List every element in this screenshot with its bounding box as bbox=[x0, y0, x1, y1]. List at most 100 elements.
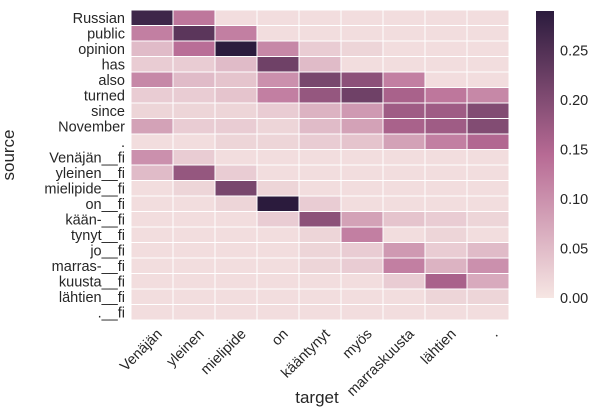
colorbar-tick-label: 0.25 bbox=[560, 44, 588, 60]
x-tick-label: Venäjän bbox=[117, 326, 165, 374]
heatmap-cell bbox=[466, 164, 510, 181]
y-tick-label: public bbox=[87, 26, 125, 42]
heatmap-cell bbox=[340, 304, 384, 321]
heatmap-cell bbox=[466, 242, 510, 259]
heatmap-cell bbox=[340, 288, 384, 305]
x-tick-label: mielipide bbox=[198, 326, 250, 378]
heatmap-cell bbox=[172, 273, 216, 290]
colorbar bbox=[536, 11, 554, 298]
heatmap-cell bbox=[466, 25, 510, 42]
heatmap-cell bbox=[466, 118, 510, 135]
heatmap-cell bbox=[424, 211, 468, 228]
heatmap-cell bbox=[382, 226, 426, 243]
heatmap-cell bbox=[130, 118, 174, 135]
y-tick-label: mielipide__fi bbox=[44, 181, 125, 197]
y-tick-label: lähtien__fi bbox=[59, 290, 125, 306]
y-tick-label: also bbox=[98, 73, 125, 89]
heatmap-cell bbox=[130, 71, 174, 88]
heatmap-cell bbox=[256, 211, 300, 228]
colorbar-tick-labels: 0.00 0.05 0.10 0.15 0.20 0.25 bbox=[560, 44, 588, 307]
heatmap-cell bbox=[172, 211, 216, 228]
heatmap-cell bbox=[424, 226, 468, 243]
colorbar-tick-label: 0.00 bbox=[560, 291, 588, 307]
heatmap-cell bbox=[130, 133, 174, 150]
heatmap-cell bbox=[298, 149, 342, 166]
heatmap-cell bbox=[298, 273, 342, 290]
heatmap-cell bbox=[382, 71, 426, 88]
heatmap-cell bbox=[298, 304, 342, 321]
heatmap-cell bbox=[298, 288, 342, 305]
heatmap-cell bbox=[130, 242, 174, 259]
heatmap-cell bbox=[424, 71, 468, 88]
heatmap-cell bbox=[214, 149, 258, 166]
heatmap-cell bbox=[466, 56, 510, 73]
heatmap-cell bbox=[298, 87, 342, 104]
heatmap-cell bbox=[424, 257, 468, 274]
heatmap-cell bbox=[466, 211, 510, 228]
heatmap-cell bbox=[382, 102, 426, 119]
heatmap-cell bbox=[256, 56, 300, 73]
heatmap-cell bbox=[382, 56, 426, 73]
heatmap-cell bbox=[130, 257, 174, 274]
heatmap-cell bbox=[340, 257, 384, 274]
heatmap-cell bbox=[340, 195, 384, 212]
heatmap-cell bbox=[382, 211, 426, 228]
heatmap-cell bbox=[172, 304, 216, 321]
heatmap-cell bbox=[424, 56, 468, 73]
heatmap-cell bbox=[214, 211, 258, 228]
heatmap-cell bbox=[172, 40, 216, 57]
heatmap-cell bbox=[256, 273, 300, 290]
heatmap-cell bbox=[214, 133, 258, 150]
colorbar-tick-label: 0.20 bbox=[560, 93, 588, 109]
heatmap-cell bbox=[298, 226, 342, 243]
heatmap-cell bbox=[466, 180, 510, 197]
y-tick-label: . bbox=[121, 135, 125, 151]
heatmap-cell bbox=[214, 226, 258, 243]
heatmap-cell bbox=[256, 102, 300, 119]
heatmap-cell bbox=[466, 273, 510, 290]
heatmap-cell bbox=[256, 164, 300, 181]
heatmap-cell bbox=[340, 118, 384, 135]
heatmap-cell bbox=[340, 180, 384, 197]
heatmap-cell bbox=[466, 87, 510, 104]
heatmap-cell bbox=[130, 25, 174, 42]
heatmap-cell bbox=[466, 226, 510, 243]
heatmap-cell bbox=[214, 87, 258, 104]
heatmap-cell bbox=[466, 71, 510, 88]
heatmap-cell bbox=[214, 242, 258, 259]
heatmap-cell bbox=[466, 195, 510, 212]
heatmap-cell bbox=[256, 25, 300, 42]
y-tick-label: Venäjän__fi bbox=[49, 150, 125, 166]
heatmap-cell bbox=[130, 149, 174, 166]
heatmap-cell bbox=[130, 226, 174, 243]
y-tick-label: opinion bbox=[78, 42, 125, 58]
colorbar-tick-label: 0.10 bbox=[560, 192, 588, 208]
heatmap-cell bbox=[130, 211, 174, 228]
heatmap-cell bbox=[256, 226, 300, 243]
heatmap-cell bbox=[298, 56, 342, 73]
heatmap-cell bbox=[298, 102, 342, 119]
heatmap-cell bbox=[256, 71, 300, 88]
heatmap-cell bbox=[130, 102, 174, 119]
heatmap-cell bbox=[214, 304, 258, 321]
heatmap-cell bbox=[382, 288, 426, 305]
heatmap-cell bbox=[382, 257, 426, 274]
heatmap-cell bbox=[382, 25, 426, 42]
heatmap-cell bbox=[214, 164, 258, 181]
heatmap-cell bbox=[256, 118, 300, 135]
heatmap-cell bbox=[214, 180, 258, 197]
heatmap-cell bbox=[172, 118, 216, 135]
heatmap-cell bbox=[256, 257, 300, 274]
heatmap-cell bbox=[298, 242, 342, 259]
heatmap-cell bbox=[340, 242, 384, 259]
heatmap-cell bbox=[298, 71, 342, 88]
x-tick-label: myös bbox=[340, 326, 376, 362]
heatmap-cell bbox=[172, 71, 216, 88]
heatmap-cell bbox=[424, 304, 468, 321]
colorbar-tick-label: 0.05 bbox=[560, 242, 588, 258]
heatmap-cell bbox=[298, 40, 342, 57]
heatmap-cell bbox=[466, 102, 510, 119]
heatmap-cell bbox=[256, 304, 300, 321]
y-tick-label: tynyt__fi bbox=[71, 228, 125, 244]
